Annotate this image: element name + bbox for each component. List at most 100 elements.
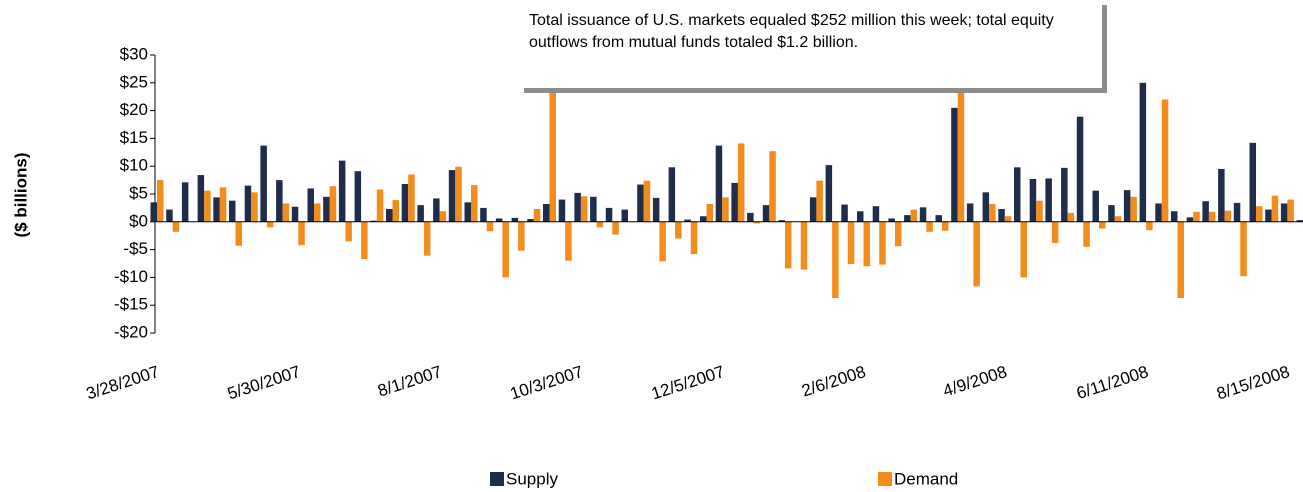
bar: [298, 221, 305, 246]
bar: [706, 204, 713, 222]
bar: [276, 180, 283, 222]
bar: [448, 170, 456, 222]
bar: [329, 186, 337, 222]
bar: [612, 221, 619, 235]
bar: [637, 184, 644, 222]
bar: [345, 221, 352, 242]
x-tick-label: 5/30/2007: [225, 362, 303, 403]
bar: [439, 211, 447, 222]
bar: [785, 221, 792, 269]
y-tick-label: -$5: [123, 239, 148, 258]
legend-label: Demand: [894, 469, 958, 488]
bar: [1249, 142, 1256, 222]
bar: [229, 200, 236, 222]
bar: [1114, 216, 1122, 222]
bar: [533, 209, 541, 222]
bar: [1036, 200, 1043, 222]
bar: [998, 209, 1005, 222]
bar: [1265, 209, 1272, 222]
bar: [973, 221, 980, 287]
bar: [904, 215, 911, 222]
y-tick-label: $10: [120, 156, 148, 175]
bar: [935, 215, 942, 222]
y-tick-label: -$15: [114, 295, 148, 314]
bar: [1233, 202, 1241, 222]
bar: [1155, 203, 1162, 222]
bar: [260, 145, 267, 222]
bar: [910, 209, 918, 222]
bar: [172, 221, 180, 232]
y-tick-label: $0: [129, 211, 148, 230]
bar: [863, 221, 870, 267]
bar: [464, 202, 471, 222]
bar: [737, 143, 745, 222]
bar: [235, 221, 242, 246]
bar: [314, 203, 321, 222]
bar: [926, 221, 933, 232]
annotation: Total issuance of U.S. markets equaled $…: [529, 12, 1054, 51]
bar: [951, 107, 958, 222]
bar: [338, 160, 346, 222]
bar: [668, 167, 676, 222]
bar: [800, 221, 808, 270]
bar: [266, 221, 274, 228]
bar: [1051, 221, 1059, 243]
bar: [376, 189, 384, 222]
bar: [480, 207, 487, 222]
bar: [621, 209, 628, 222]
bar: [150, 202, 157, 222]
bar: [596, 221, 604, 228]
bar: [1146, 221, 1153, 231]
bar: [1240, 221, 1247, 277]
bar: [1029, 178, 1037, 222]
bar: [1287, 199, 1294, 222]
bar: [605, 207, 613, 222]
bar: [1271, 195, 1279, 222]
x-tick-label: 4/9/2008: [941, 362, 1010, 401]
bar: [471, 185, 478, 222]
bar: [213, 197, 220, 222]
bar: [643, 180, 651, 222]
bar: [433, 198, 440, 222]
y-axis-label: ($ billions): [11, 153, 30, 238]
bar: [1296, 220, 1303, 222]
bar: [423, 221, 431, 256]
legend-swatch: [878, 472, 892, 486]
bar: [1256, 206, 1263, 222]
bar: [872, 206, 880, 222]
bar: [1202, 201, 1209, 222]
bar: [307, 188, 314, 222]
bar: [244, 185, 252, 222]
bar: [549, 71, 556, 222]
bar: [1099, 221, 1106, 229]
bar: [282, 203, 290, 222]
bar: [857, 211, 864, 222]
legend-swatch: [490, 472, 504, 486]
bar: [392, 200, 399, 222]
x-tick-label: 6/11/2008: [1074, 362, 1151, 403]
bar: [251, 192, 258, 222]
bar: [574, 192, 581, 222]
bar: [527, 219, 534, 222]
bar: [816, 180, 823, 222]
bar: [354, 171, 362, 222]
x-tick-label: 10/3/2007: [508, 362, 586, 403]
bar: [832, 221, 839, 298]
bar: [778, 220, 785, 222]
bar: [1171, 211, 1178, 222]
bar: [652, 197, 660, 222]
bar: [747, 212, 754, 222]
bar: [825, 165, 833, 222]
bar: [841, 204, 848, 222]
bar: [879, 221, 886, 265]
bar: [323, 196, 330, 222]
bar: [204, 190, 211, 222]
bar: [495, 218, 503, 222]
bar: [558, 199, 566, 222]
bar: [197, 175, 205, 222]
bar: [1045, 178, 1052, 222]
bar: [762, 205, 770, 222]
bar: [1067, 212, 1075, 222]
